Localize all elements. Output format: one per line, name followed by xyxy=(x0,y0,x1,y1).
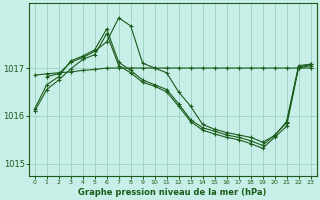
X-axis label: Graphe pression niveau de la mer (hPa): Graphe pression niveau de la mer (hPa) xyxy=(78,188,267,197)
